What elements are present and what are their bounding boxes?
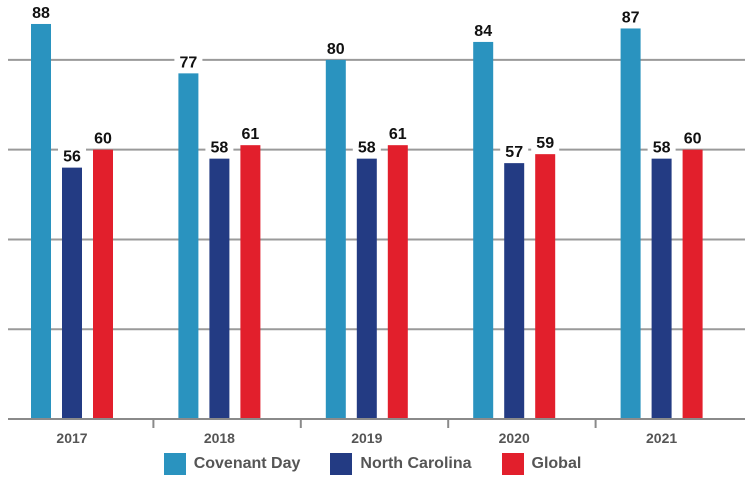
data-label-bg bbox=[500, 142, 529, 162]
bar bbox=[387, 145, 408, 419]
legend-item-north-carolina: North Carolina bbox=[330, 453, 472, 475]
bars bbox=[31, 23, 703, 420]
data-label: 58 bbox=[358, 140, 376, 157]
data-label-bg bbox=[321, 38, 350, 58]
bar bbox=[325, 59, 346, 420]
data-label: 80 bbox=[327, 41, 345, 58]
x-tick-label: 2020 bbox=[499, 430, 530, 446]
data-label: 60 bbox=[684, 131, 702, 148]
x-tick-label: 2019 bbox=[351, 430, 382, 446]
data-label: 56 bbox=[63, 149, 81, 166]
data-label-bg bbox=[236, 124, 265, 144]
x-tick-label: 2018 bbox=[204, 430, 235, 446]
bar bbox=[535, 154, 556, 419]
data-label: 61 bbox=[242, 126, 260, 143]
data-label: 57 bbox=[505, 144, 523, 161]
legend-item-covenant-day: Covenant Day bbox=[163, 453, 301, 475]
bar bbox=[93, 149, 113, 419]
data-label: 87 bbox=[622, 9, 640, 26]
bar bbox=[62, 167, 82, 419]
bar bbox=[473, 41, 494, 419]
legend-swatch-covenant-day bbox=[163, 453, 186, 475]
data-label-bg bbox=[27, 2, 55, 22]
data-label-bg bbox=[89, 128, 117, 148]
data-label-bg bbox=[531, 133, 560, 153]
data-label-bg bbox=[352, 137, 381, 157]
data-label: 61 bbox=[389, 126, 407, 143]
bar bbox=[356, 158, 377, 419]
x-tick-labels: 2017 2018 2019 2020 2021 bbox=[56, 430, 677, 446]
data-label: 84 bbox=[474, 23, 492, 40]
x-axis bbox=[8, 418, 745, 428]
data-label-bg bbox=[383, 124, 412, 144]
data-label-bg bbox=[678, 128, 707, 148]
data-label-bg bbox=[205, 137, 234, 157]
data-label: 58 bbox=[211, 140, 229, 157]
bar bbox=[178, 73, 199, 419]
data-label: 59 bbox=[536, 135, 554, 152]
legend-item-global: Global bbox=[501, 453, 582, 475]
legend-swatch-global bbox=[501, 453, 524, 475]
data-label-bg bbox=[647, 137, 676, 157]
data-label-bg bbox=[174, 52, 203, 72]
bar bbox=[651, 158, 672, 419]
legend-swatch-north-carolina bbox=[330, 453, 353, 475]
legend-label: Covenant Day bbox=[193, 455, 301, 472]
x-tick-label: 2017 bbox=[56, 430, 87, 446]
bar bbox=[504, 163, 525, 419]
bar bbox=[240, 145, 261, 419]
data-labels: 88 56 60 77 58 61 80 58 61 84 57 59 87 58 60 bbox=[27, 2, 707, 166]
data-label: 60 bbox=[94, 131, 112, 148]
bar bbox=[620, 28, 641, 419]
bar bbox=[682, 149, 703, 419]
legend-label: North Carolina bbox=[360, 455, 472, 472]
legend-label: Global bbox=[531, 455, 582, 472]
legend: Covenant Day North Carolina Global bbox=[0, 452, 745, 476]
data-label-bg bbox=[616, 7, 645, 27]
bar bbox=[31, 23, 51, 419]
bar bbox=[209, 158, 230, 419]
data-label: 88 bbox=[32, 5, 50, 22]
data-label: 58 bbox=[653, 140, 671, 157]
data-label: 77 bbox=[180, 54, 198, 71]
data-label-bg bbox=[58, 146, 86, 166]
x-tick-label: 2021 bbox=[646, 430, 677, 446]
data-label-bg bbox=[469, 20, 498, 40]
